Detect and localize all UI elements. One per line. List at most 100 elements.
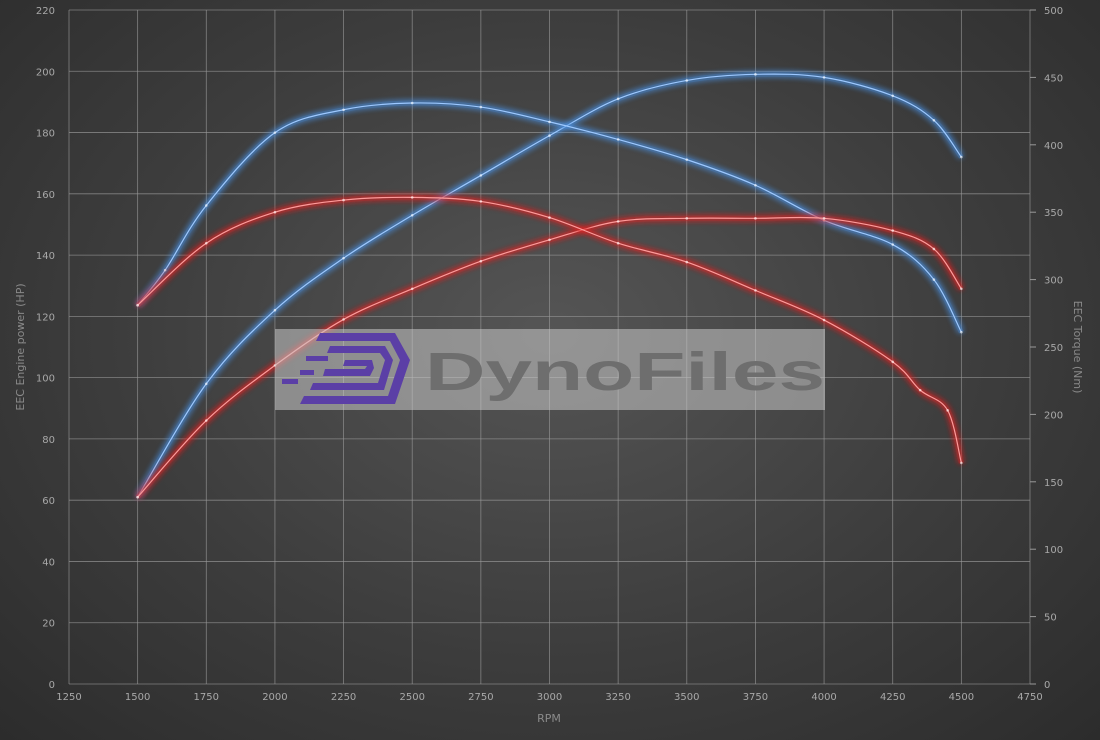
data-point (479, 105, 483, 109)
data-point (891, 229, 895, 232)
y-left-tick-label: 160 (36, 190, 55, 201)
x-tick-label: 1250 (56, 692, 81, 703)
data-point (479, 174, 483, 177)
x-tick-label: 2250 (331, 692, 356, 703)
data-point (410, 287, 414, 291)
data-point (960, 461, 963, 465)
y-left-tick-label: 120 (36, 312, 55, 323)
series-line-3 (137, 196, 962, 464)
grid (68, 9, 1031, 685)
data-point (342, 198, 345, 202)
data-point (754, 183, 757, 187)
data-point (479, 200, 483, 203)
data-point (822, 76, 826, 79)
y-right-tick-label: 200 (1044, 410, 1063, 421)
series-line-0 (137, 73, 962, 498)
data-point (273, 131, 277, 134)
x-tick-label: 1750 (194, 692, 219, 703)
y-right-tick-label: 500 (1044, 6, 1063, 17)
y-right-tick-label: 100 (1044, 545, 1063, 556)
data-point (342, 256, 345, 260)
dynofiles-logo-icon (282, 333, 410, 404)
y-left-tick-label: 100 (36, 374, 55, 385)
data-point (273, 210, 277, 214)
data-point (410, 213, 414, 217)
y-left-tick-label: 60 (42, 496, 55, 507)
y-right-tick-label: 400 (1044, 141, 1063, 152)
watermark-text: DynoFiles (425, 342, 825, 402)
data-point (685, 79, 689, 82)
data-point (616, 220, 620, 223)
y-left-tick-label: 20 (42, 619, 55, 630)
y-left-tick-label: 80 (42, 435, 55, 446)
x-axis-label: RPM (537, 712, 561, 725)
data-point (204, 419, 208, 422)
data-point (754, 73, 757, 76)
x-tick-label: 3250 (605, 692, 630, 703)
y-right-tick-label: 0 (1044, 680, 1050, 691)
x-tick-label: 2000 (262, 692, 287, 703)
y-right-tick-label: 250 (1044, 343, 1063, 354)
data-point (616, 97, 620, 101)
data-point (754, 289, 757, 292)
data-point (754, 217, 757, 220)
x-tick-label: 2750 (468, 692, 493, 703)
y-left-tick-label: 200 (36, 67, 55, 78)
data-point (932, 278, 936, 281)
data-point (342, 318, 345, 321)
y-right-tick-label: 300 (1044, 276, 1063, 287)
series-group (135, 71, 964, 499)
data-point (946, 409, 949, 412)
data-point (410, 101, 414, 105)
data-point (548, 238, 551, 242)
y-right-tick-label: 50 (1044, 613, 1057, 624)
data-point (932, 247, 936, 251)
data-point (273, 308, 277, 312)
data-point (960, 287, 963, 291)
data-point (932, 118, 936, 122)
y-left-tick-label: 40 (42, 557, 55, 568)
y-axis-left-label: EEC Engine power (HP) (14, 283, 27, 410)
data-point (685, 260, 689, 264)
data-point (136, 495, 139, 499)
data-point (163, 268, 167, 272)
data-point (136, 303, 139, 307)
data-point (960, 155, 963, 159)
data-point (204, 204, 208, 207)
data-point (891, 94, 895, 98)
y-right-tick-label: 350 (1044, 208, 1063, 219)
data-point (822, 318, 826, 322)
data-point (960, 330, 963, 334)
x-tick-label: 2500 (399, 692, 424, 703)
data-point (616, 241, 620, 245)
data-point (410, 196, 414, 199)
data-point (342, 108, 345, 112)
data-point (891, 360, 895, 364)
watermark-logo: DynoFiles (275, 329, 825, 410)
data-point (548, 120, 551, 124)
x-tick-label: 4500 (949, 692, 974, 703)
data-point (891, 243, 895, 246)
series-line-1 (137, 102, 962, 333)
data-point (479, 259, 483, 263)
x-tick-label: 3000 (537, 692, 562, 703)
data-point (204, 241, 208, 245)
x-tick-label: 4000 (811, 692, 836, 703)
x-tick-label: 1500 (125, 692, 150, 703)
x-tick-label: 4250 (880, 692, 905, 703)
y-left-tick-label: 0 (49, 680, 55, 691)
x-tick-label: 3750 (743, 692, 768, 703)
y-axis-right-label: EEC Torque (Nm) (1071, 301, 1084, 394)
data-point (548, 216, 551, 219)
y-left-tick-label: 140 (36, 251, 55, 262)
x-tick-label: 3500 (674, 692, 699, 703)
y-left-tick-label: 220 (36, 6, 55, 17)
axis-ticks: 1250 1500 1750 2000 2250 2500 2750 3000 3250 3500… (36, 6, 1063, 703)
y-left-tick-label: 180 (36, 129, 55, 140)
data-point (685, 158, 689, 161)
data-point (918, 388, 922, 392)
y-right-tick-label: 150 (1044, 478, 1063, 489)
data-point (822, 217, 826, 220)
data-point (548, 134, 551, 137)
